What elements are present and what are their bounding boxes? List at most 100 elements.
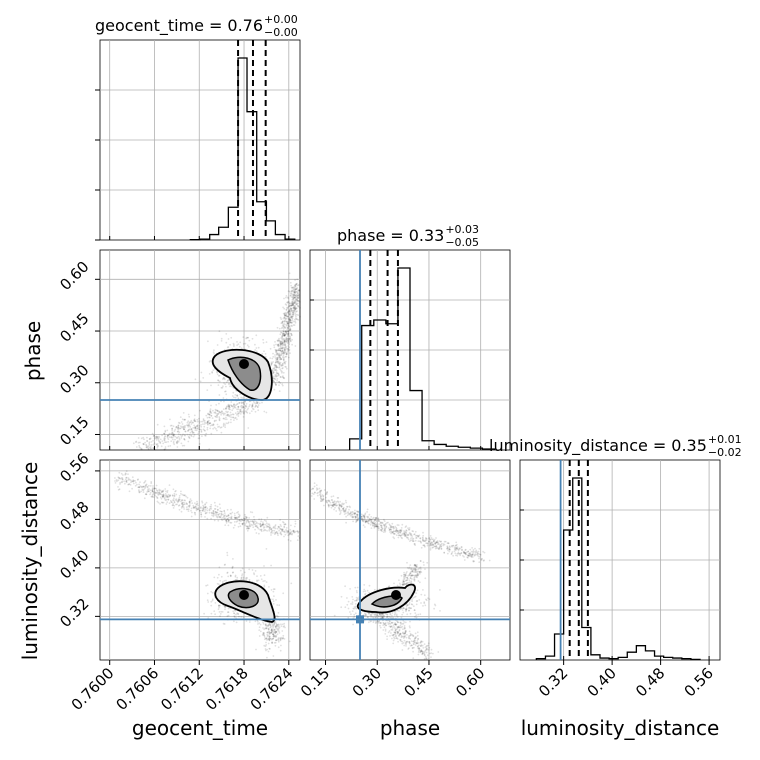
sample-point — [412, 634, 414, 637]
sample-point — [268, 586, 270, 588]
sample-point — [427, 658, 430, 661]
sample-point — [187, 413, 190, 416]
sample-point — [222, 417, 225, 420]
sample-point — [395, 531, 398, 533]
sample-point — [392, 536, 395, 538]
sample-point — [145, 443, 148, 446]
sample-point — [218, 380, 221, 383]
sample-point — [289, 329, 292, 331]
sample-point — [397, 529, 399, 532]
sample-point — [271, 628, 273, 631]
sample-point — [163, 438, 166, 441]
sample-point — [190, 427, 193, 430]
sample-point — [280, 322, 283, 325]
sample-point — [284, 330, 287, 333]
sample-point — [210, 414, 213, 417]
sample-point — [206, 422, 209, 425]
sample-point — [127, 483, 130, 486]
sample-point — [440, 548, 443, 550]
sample-point — [408, 625, 411, 627]
sample-point — [272, 367, 275, 370]
sample-point — [273, 380, 275, 383]
sample-point — [291, 338, 293, 341]
sample-point — [183, 419, 186, 421]
sample-point — [244, 400, 247, 403]
sample-point — [217, 608, 220, 611]
sample-point — [290, 310, 293, 312]
sample-point — [279, 342, 281, 345]
sample-point — [409, 626, 411, 629]
sample-point — [265, 649, 267, 652]
sample-point — [210, 412, 213, 414]
sample-point — [190, 515, 193, 518]
sample-point — [473, 553, 476, 556]
sample-point — [287, 322, 289, 325]
sample-point — [225, 407, 228, 410]
sample-point — [198, 422, 201, 424]
sample-point — [364, 526, 366, 528]
sample-point — [354, 512, 356, 515]
sample-point — [245, 516, 248, 518]
sample-point — [240, 576, 243, 579]
sample-point — [430, 656, 432, 658]
sample-point — [289, 327, 291, 329]
sample-point — [297, 294, 299, 297]
sample-point — [218, 417, 221, 420]
sample-point — [417, 653, 420, 656]
sample-point — [389, 613, 392, 616]
sample-point — [220, 413, 223, 416]
sample-point — [225, 385, 227, 388]
sample-point — [422, 539, 425, 542]
sample-point — [208, 509, 211, 512]
sample-point — [192, 422, 194, 424]
sample-point — [202, 504, 205, 507]
sample-point — [254, 406, 257, 408]
sample-point — [206, 428, 209, 431]
sample-point — [206, 599, 209, 602]
sample-point — [202, 377, 205, 379]
sample-point — [414, 544, 416, 546]
sample-point — [276, 366, 279, 369]
sample-point — [349, 588, 351, 590]
sample-point — [200, 430, 203, 432]
sample-point — [297, 293, 300, 296]
sample-point — [424, 568, 426, 570]
sample-point — [267, 625, 270, 627]
sample-point — [200, 425, 203, 428]
sample-point — [283, 334, 286, 337]
sample-point — [286, 296, 289, 299]
sample-point — [197, 437, 200, 440]
sample-point — [352, 598, 354, 601]
sample-point — [294, 296, 297, 299]
sample-point — [273, 366, 276, 369]
sample-point — [260, 529, 263, 531]
sample-point — [218, 606, 221, 609]
sample-point — [415, 616, 418, 619]
sample-point — [416, 640, 419, 642]
sample-point — [194, 420, 197, 423]
sample-point — [295, 298, 297, 300]
sample-point — [269, 347, 272, 350]
sample-point — [409, 540, 411, 542]
sample-point — [236, 408, 238, 411]
sample-point — [193, 418, 196, 420]
sample-point — [278, 354, 281, 357]
sample-point — [258, 532, 260, 535]
sample-point — [391, 522, 394, 525]
sample-point — [189, 498, 192, 500]
sample-point — [384, 523, 387, 526]
sample-point — [453, 546, 456, 549]
sample-point — [150, 444, 153, 446]
sample-point — [225, 341, 228, 344]
sample-point — [153, 442, 156, 445]
sample-point — [277, 345, 280, 348]
sample-point — [255, 404, 257, 407]
sample-point — [282, 367, 284, 369]
sample-point — [187, 424, 189, 427]
sample-point — [293, 291, 296, 294]
sample-point — [278, 347, 280, 350]
sample-point — [209, 424, 212, 427]
sample-point — [286, 328, 289, 331]
sample-point — [187, 420, 190, 423]
sample-point — [330, 495, 333, 498]
